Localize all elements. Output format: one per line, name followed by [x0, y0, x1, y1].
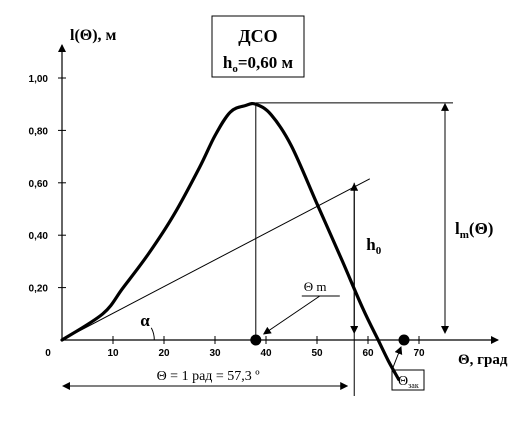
y-tick-label: 0,80 [29, 126, 49, 137]
tangent-line [61, 178, 371, 341]
alpha-arc [150, 327, 155, 341]
y-tick-label: 0,40 [29, 231, 49, 242]
theta-zak-pointer [391, 346, 403, 371]
y-tick-label: 0,60 [29, 179, 49, 190]
x-tick-label: 50 [311, 348, 323, 359]
y-tick-label: 1,00 [29, 74, 49, 85]
series-line [60, 101, 401, 381]
theta-zak-box [391, 369, 425, 391]
title-box [211, 15, 305, 78]
x-tick-label: 60 [362, 348, 374, 359]
x-tick-label: 40 [260, 348, 272, 359]
title-line1: ДСО [238, 26, 277, 46]
theta-m-point [250, 334, 262, 346]
h0-label: h0 [366, 235, 381, 257]
rad-label: Θ = 1 рад = 57,3 º [157, 369, 261, 384]
lm-label: lm(Θ) [455, 219, 493, 241]
y-ticks: 0,20 0,40 0,60 0,80 1,00 [29, 74, 66, 295]
alpha-label: α [140, 311, 150, 330]
x-ticks: 0 10 20 30 40 50 60 70 [45, 336, 425, 359]
x-tick-label: 30 [209, 348, 221, 359]
x-tick-label: 0 [45, 348, 51, 359]
theta-m-pointer [262, 295, 321, 335]
theta-zak-label: Θзак [398, 374, 419, 390]
x-tick-label: 20 [158, 348, 170, 359]
theta-m-label: Θ m [304, 279, 327, 294]
x-tick-label: 10 [107, 348, 119, 359]
title-line2: ho=0,60 м [223, 53, 294, 75]
y-axis-label: l(Θ), м [70, 27, 117, 44]
x-axis-label: Θ, град [458, 352, 508, 368]
y-tick-label: 0,20 [29, 284, 49, 295]
x-tick-label: 70 [413, 348, 425, 359]
theta-zak-point [398, 334, 410, 346]
